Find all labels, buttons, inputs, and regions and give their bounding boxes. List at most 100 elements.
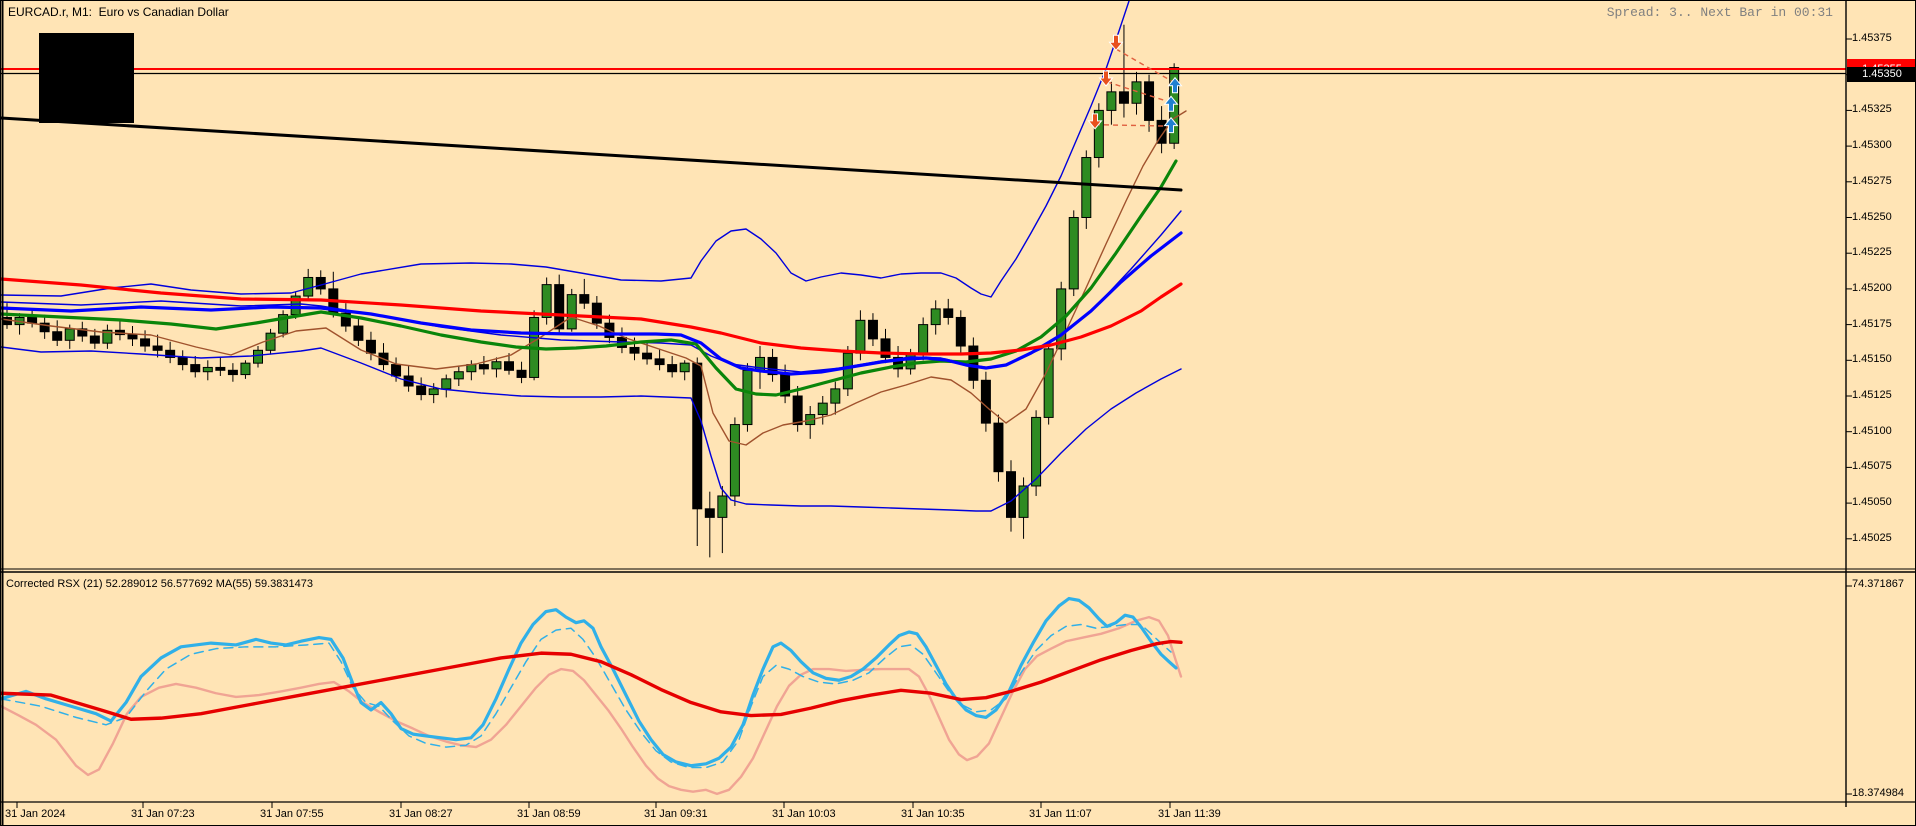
price-axis-label: 1.45250 [1852, 210, 1892, 223]
candle-up [240, 362, 251, 376]
candle-down [955, 316, 966, 347]
chart-title: EURCAD.r, M1: Euro vs Canadian Dollar [8, 5, 229, 19]
candle-down [89, 335, 100, 344]
candle-down [554, 284, 565, 330]
candle-up [729, 424, 740, 497]
main-chart-area[interactable] [1, 1, 1846, 569]
trendline [1, 116, 1183, 192]
candle-up [541, 284, 552, 318]
price-axis-label: 1.45375 [1852, 32, 1892, 44]
candle-down [792, 395, 803, 426]
price-axis-label: 1.45150 [1852, 353, 1892, 366]
candle-down [77, 328, 88, 337]
rsx-slow-line [1, 615, 1183, 796]
buy-arrow-icon [1163, 116, 1179, 134]
candle-down [591, 302, 602, 324]
candle-down [579, 294, 590, 304]
candle-up [830, 388, 841, 404]
rsx-fast-line [1, 596, 1178, 768]
candle-down [227, 369, 238, 376]
candle-down [767, 356, 778, 376]
candle-up [842, 352, 853, 390]
candle-down [1118, 91, 1129, 104]
candle-down [880, 338, 891, 358]
candle-up [491, 361, 502, 370]
indicator-max-value: 74.371867 [1852, 578, 1904, 590]
candle-up [202, 366, 213, 373]
candle-down [516, 369, 527, 378]
candle-up [253, 349, 263, 364]
candle-down [140, 338, 151, 347]
candle-down [1144, 81, 1155, 121]
candle-down [704, 508, 715, 518]
price-axis-label: 1.45025 [1852, 531, 1892, 544]
rsx-ma55-line [1, 639, 1183, 721]
bollinger-lower-band-line [1, 346, 1182, 512]
sell-arrow-icon [1087, 113, 1103, 130]
indicator-pane-area[interactable] [1, 572, 1846, 802]
candle-down [893, 356, 904, 370]
price-axis-label: 1.45325 [1852, 103, 1892, 116]
time-axis-label: 31 Jan 09:31 [644, 808, 708, 820]
sell-arrow-icon [1108, 34, 1124, 52]
price-axis-label: 1.45050 [1852, 496, 1892, 509]
candle-down [867, 319, 878, 340]
candle-down [1156, 119, 1167, 144]
price-axis-label: 1.45275 [1852, 174, 1892, 187]
candle-up [1043, 348, 1054, 418]
time-axis-label: 31 Jan 10:03 [772, 808, 836, 820]
spread-countdown-text: Spread: 3.. Next Bar in 00:31 [1606, 5, 1833, 20]
candle-down [642, 352, 653, 360]
signal-connector-dashed [1094, 123, 1170, 127]
candle-down [943, 308, 954, 318]
rsx-signal-dashed-line [1, 623, 1172, 769]
candle-up [1068, 217, 1079, 290]
candle-down [629, 346, 640, 354]
price-axis-label: 1.45100 [1852, 424, 1892, 437]
price-axis-label: 1.45125 [1852, 389, 1892, 401]
time-axis-label: 31 Jan 07:55 [260, 808, 324, 820]
signal-connector-dashed [1115, 48, 1174, 83]
candle-up [679, 362, 690, 373]
buy-arrow-icon [1163, 95, 1179, 112]
price-axis-label: 1.45200 [1852, 281, 1892, 294]
candle-up [278, 314, 289, 334]
time-axis-label: 31 Jan 08:59 [517, 808, 581, 820]
candle-down [215, 366, 226, 371]
candle-up [817, 402, 828, 416]
green-ma-line [1, 159, 1178, 397]
candle-up [102, 329, 113, 344]
indicator-min-value: 18.374984 [1852, 787, 1904, 799]
candle-down [39, 322, 50, 333]
buy-arrow-icon [1167, 76, 1183, 94]
candle-down [52, 331, 63, 341]
candle-down [353, 325, 364, 341]
candle-up [1093, 109, 1104, 159]
candle-up [453, 371, 464, 380]
time-axis-label: 31 Jan 10:35 [901, 808, 965, 820]
candle-up [1081, 157, 1092, 219]
price-axis-label: 1.45300 [1852, 139, 1892, 152]
candle-down [692, 362, 703, 510]
time-axis-label: 31 Jan 11:07 [1029, 808, 1092, 820]
candle-up [428, 388, 439, 396]
indicator-label: Corrected RSX (21) 52.289012 56.577692 M… [6, 578, 313, 590]
candle-down [365, 339, 376, 354]
candle-up [1131, 81, 1142, 104]
time-axis-label: 31 Jan 2024 [5, 808, 66, 820]
candle-down [993, 422, 1004, 473]
current-price-badge: 1.45350 [1847, 67, 1915, 82]
candle-down [190, 364, 201, 373]
candle-down [127, 334, 138, 340]
candle-down [416, 385, 427, 396]
blue-ma-line [1, 231, 1183, 376]
bollinger-upper-band-line [1, 1, 1130, 298]
sell-arrow-icon [1098, 70, 1114, 87]
candle-down [654, 358, 665, 366]
price-axis-scale[interactable] [1846, 1, 1916, 802]
candle-up [930, 308, 941, 326]
signal-connector-dashed [1106, 81, 1170, 103]
candle-up [717, 495, 728, 518]
